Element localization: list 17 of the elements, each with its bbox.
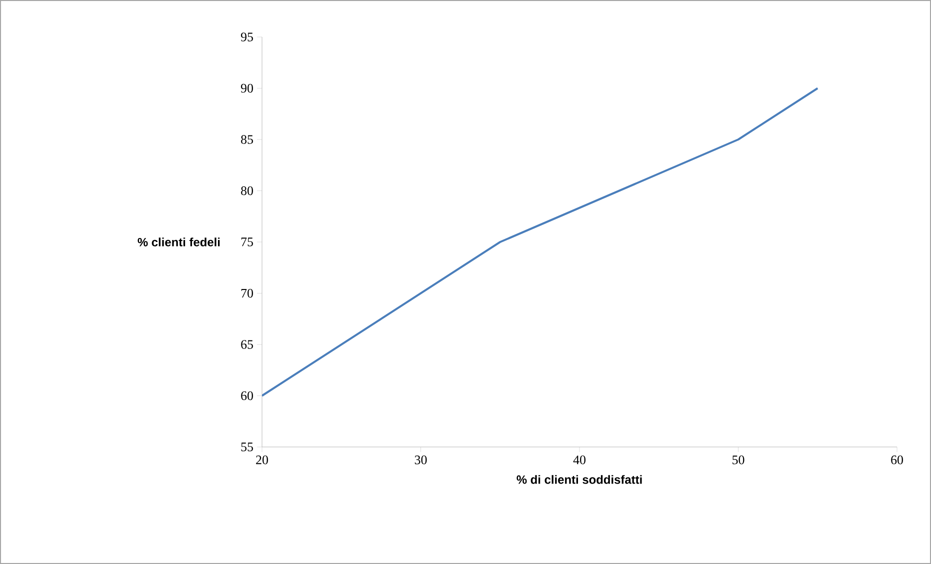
x-tick-label: 50 — [732, 456, 744, 464]
y-axis-title: % clienti fedeli — [138, 238, 220, 246]
x-axis-title: % di clienti soddisfatti — [516, 475, 642, 484]
y-tick-label: 60 — [241, 391, 253, 400]
y-tick-label: 75 — [241, 238, 253, 246]
y-tick-label: 65 — [241, 340, 253, 349]
y-tick-label: 70 — [241, 288, 253, 298]
y-tick-label: 85 — [241, 135, 253, 144]
x-tick-label: 20 — [256, 456, 268, 464]
y-tick-label: 55 — [241, 442, 253, 452]
y-tick-label: 90 — [240, 84, 253, 93]
line-series — [262, 87, 819, 397]
y-tick-label: 80 — [241, 186, 253, 196]
y-tick-label: 95 — [240, 32, 253, 42]
x-tick-label: 60 — [891, 456, 903, 464]
x-tick-label: 40 — [573, 456, 586, 464]
x-tick-label: 30 — [414, 456, 427, 464]
